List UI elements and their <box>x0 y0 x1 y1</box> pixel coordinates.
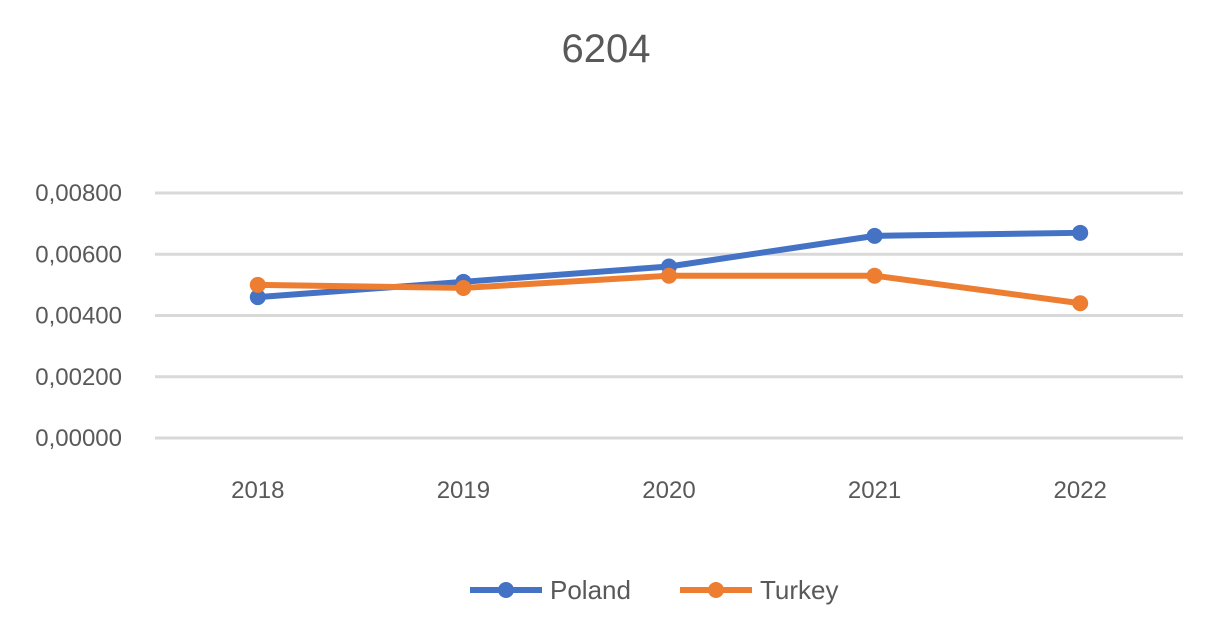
series-lines <box>249 224 1089 312</box>
x-axis-ticks: 2018 2019 2020 2021 2022 <box>231 477 1107 504</box>
data-point <box>455 279 472 296</box>
y-axis-ticks: 0,00800 0,00600 0,00400 0,00200 0,00000 <box>35 180 122 452</box>
x-tick-label: 2021 <box>848 477 901 504</box>
legend-marker <box>498 582 514 598</box>
x-tick-label: 2018 <box>231 477 284 504</box>
data-point <box>249 276 266 293</box>
x-tick-label: 2019 <box>437 477 490 504</box>
data-point <box>661 267 677 284</box>
legend: Poland Turkey <box>470 575 839 605</box>
legend-label: Poland <box>550 575 631 605</box>
y-tick-label: 0,00000 <box>35 425 122 452</box>
legend-item-poland: Poland <box>470 575 631 605</box>
legend-label: Turkey <box>760 575 839 605</box>
series-poland <box>249 224 1089 306</box>
y-tick-label: 0,00800 <box>35 180 122 207</box>
legend-item-turkey: Turkey <box>680 575 839 605</box>
data-point <box>1072 224 1089 241</box>
y-tick-label: 0,00400 <box>35 303 122 330</box>
y-tick-label: 0,00200 <box>35 364 122 391</box>
chart-title: 6204 <box>562 27 651 71</box>
data-point <box>866 267 883 284</box>
x-tick-label: 2020 <box>642 477 695 504</box>
gridlines <box>155 191 1183 440</box>
series-turkey <box>249 267 1089 312</box>
x-tick-label: 2022 <box>1054 477 1107 504</box>
data-point <box>1072 295 1089 312</box>
data-point <box>249 289 266 306</box>
y-tick-label: 0,00600 <box>35 241 122 268</box>
data-point <box>866 227 883 244</box>
legend-marker <box>708 582 724 598</box>
